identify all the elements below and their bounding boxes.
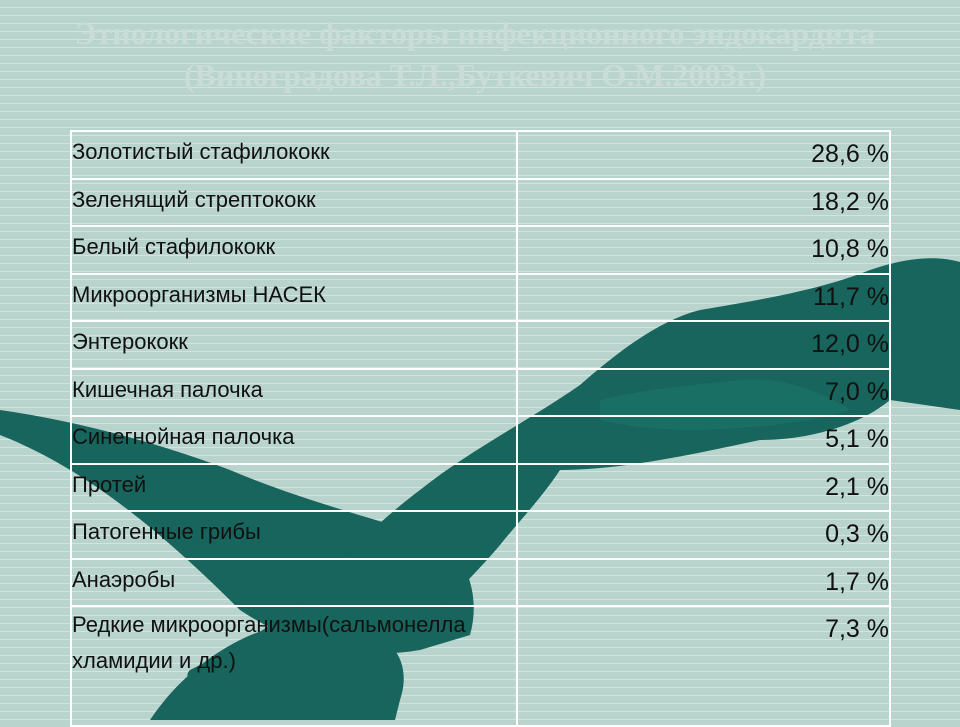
table-row: Энтерококк 12,0 %	[70, 320, 891, 370]
etiology-table: Золотистый стафилококк 28,6 % Зеленящий …	[70, 130, 891, 727]
factor-name: Анаэробы	[70, 557, 518, 607]
table-row: Анаэробы 1,7 %	[70, 557, 891, 607]
factor-percent: 2,1 %	[516, 462, 891, 512]
table-row: Белый стафилококк 10,8 %	[70, 225, 891, 275]
table-row: Патогенные грибы 0,3 %	[70, 510, 891, 560]
table-row: Синегнойная палочка 5,1 %	[70, 415, 891, 465]
table-row: Микроорганизмы НАСЕК 11,7 %	[70, 272, 891, 322]
factor-percent: 7,0 %	[516, 367, 891, 417]
factor-name: Золотистый стафилококк	[70, 130, 518, 180]
factor-name: Зеленящий стрептококк	[70, 177, 518, 227]
factor-percent: 10,8 %	[516, 225, 891, 275]
factor-percent: 7,3 %	[516, 605, 891, 727]
factor-name: Синегнойная палочка	[70, 415, 518, 465]
factor-percent: 28,6 %	[516, 130, 891, 180]
factor-percent: 0,3 %	[516, 510, 891, 560]
factor-percent: 5,1 %	[516, 415, 891, 465]
factor-name: Энтерококк	[70, 320, 518, 370]
table-row: Золотистый стафилококк 28,6 %	[70, 130, 891, 180]
factor-name: Кишечная палочка	[70, 367, 518, 417]
factor-name: Микроорганизмы НАСЕК	[70, 272, 518, 322]
table-row: Кишечная палочка 7,0 %	[70, 367, 891, 417]
factor-percent: 12,0 %	[516, 320, 891, 370]
factor-percent: 18,2 %	[516, 177, 891, 227]
slide-title: Этиологические факторы инфекционного энд…	[74, 15, 876, 93]
table-row: Зеленящий стрептококк 18,2 %	[70, 177, 891, 227]
factor-percent: 1,7 %	[516, 557, 891, 607]
table-row: Редкие микроорганизмы(сальмонелла хламид…	[70, 605, 891, 727]
factor-name: Белый стафилококк	[70, 225, 518, 275]
table-row: Протей 2,1 %	[70, 462, 891, 512]
factor-name: Протей	[70, 462, 518, 512]
factor-name: Патогенные грибы	[70, 510, 518, 560]
factor-name: Редкие микроорганизмы(сальмонелла хламид…	[70, 605, 518, 727]
factor-percent: 11,7 %	[516, 272, 891, 322]
